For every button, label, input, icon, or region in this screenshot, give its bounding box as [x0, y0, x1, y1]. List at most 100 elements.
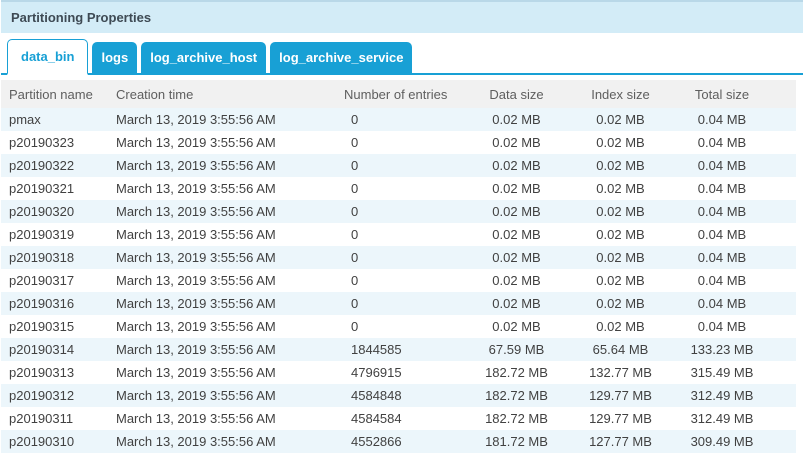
cell-total-size: 0.04 MB [672, 200, 772, 223]
cell-partition-name: p20190311 [1, 407, 116, 430]
table-row: p20190321 March 13, 2019 3:55:56 AM 0 0.… [1, 177, 796, 200]
cell-data-size: 0.02 MB [464, 269, 569, 292]
cell-creation-time: March 13, 2019 3:55:56 AM [116, 223, 344, 246]
panel-title-bar: Partitioning Properties [1, 2, 803, 33]
cell-spacer [772, 430, 796, 453]
cell-partition-name: p20190320 [1, 200, 116, 223]
cell-data-size: 0.02 MB [464, 200, 569, 223]
cell-total-size: 133.23 MB [672, 338, 772, 361]
cell-creation-time: March 13, 2019 3:55:56 AM [116, 269, 344, 292]
cell-index-size: 127.77 MB [569, 430, 672, 453]
cell-index-size: 0.02 MB [569, 177, 672, 200]
tab-label: logs [101, 50, 128, 65]
cell-partition-name: p20190310 [1, 430, 116, 453]
cell-data-size: 182.72 MB [464, 361, 569, 384]
tab[interactable]: logs [92, 42, 137, 73]
cell-number-of-entries: 0 [344, 292, 464, 315]
cell-index-size: 0.02 MB [569, 131, 672, 154]
partitioning-properties-panel: Partitioning Properties data_bin logs lo… [1, 0, 803, 453]
cell-number-of-entries: 0 [344, 154, 464, 177]
table-row: p20190310 March 13, 2019 3:55:56 AM 4552… [1, 430, 796, 453]
cell-data-size: 182.72 MB [464, 407, 569, 430]
tab-label: log_archive_service [279, 50, 403, 65]
column-header-data-size: Data size [464, 80, 569, 108]
cell-partition-name: p20190318 [1, 246, 116, 269]
cell-total-size: 0.04 MB [672, 223, 772, 246]
cell-total-size: 0.04 MB [672, 269, 772, 292]
cell-spacer [772, 361, 796, 384]
cell-index-size: 0.02 MB [569, 315, 672, 338]
cell-total-size: 312.49 MB [672, 407, 772, 430]
cell-index-size: 0.02 MB [569, 246, 672, 269]
cell-creation-time: March 13, 2019 3:55:56 AM [116, 315, 344, 338]
column-header-partition-name: Partition name [1, 80, 116, 108]
table-row: p20190318 March 13, 2019 3:55:56 AM 0 0.… [1, 246, 796, 269]
cell-spacer [772, 269, 796, 292]
cell-total-size: 0.04 MB [672, 292, 772, 315]
cell-creation-time: March 13, 2019 3:55:56 AM [116, 292, 344, 315]
cell-data-size: 0.02 MB [464, 246, 569, 269]
cell-creation-time: March 13, 2019 3:55:56 AM [116, 200, 344, 223]
cell-partition-name: p20190317 [1, 269, 116, 292]
cell-spacer [772, 131, 796, 154]
cell-partition-name: p20190319 [1, 223, 116, 246]
cell-spacer [772, 246, 796, 269]
column-header-spacer [772, 80, 796, 108]
cell-data-size: 0.02 MB [464, 177, 569, 200]
cell-total-size: 0.04 MB [672, 177, 772, 200]
cell-creation-time: March 13, 2019 3:55:56 AM [116, 407, 344, 430]
cell-creation-time: March 13, 2019 3:55:56 AM [116, 338, 344, 361]
cell-number-of-entries: 4584584 [344, 407, 464, 430]
cell-index-size: 0.02 MB [569, 154, 672, 177]
tab[interactable]: log_archive_service [270, 42, 412, 73]
panel-title: Partitioning Properties [11, 10, 151, 25]
cell-total-size: 0.04 MB [672, 315, 772, 338]
cell-number-of-entries: 0 [344, 177, 464, 200]
cell-number-of-entries: 0 [344, 315, 464, 338]
table-row: p20190315 March 13, 2019 3:55:56 AM 0 0.… [1, 315, 796, 338]
tab[interactable]: data_bin [7, 39, 88, 75]
cell-partition-name: p20190321 [1, 177, 116, 200]
cell-data-size: 0.02 MB [464, 154, 569, 177]
cell-data-size: 182.72 MB [464, 384, 569, 407]
cell-data-size: 0.02 MB [464, 315, 569, 338]
cell-number-of-entries: 1844585 [344, 338, 464, 361]
partitions-table: Partition name Creation time Number of e… [1, 80, 796, 453]
table-row: p20190312 March 13, 2019 3:55:56 AM 4584… [1, 384, 796, 407]
cell-number-of-entries: 4584848 [344, 384, 464, 407]
cell-number-of-entries: 4796915 [344, 361, 464, 384]
cell-data-size: 0.02 MB [464, 292, 569, 315]
table-row: p20190319 March 13, 2019 3:55:56 AM 0 0.… [1, 223, 796, 246]
cell-number-of-entries: 0 [344, 223, 464, 246]
table-row: p20190311 March 13, 2019 3:55:56 AM 4584… [1, 407, 796, 430]
cell-creation-time: March 13, 2019 3:55:56 AM [116, 177, 344, 200]
cell-index-size: 65.64 MB [569, 338, 672, 361]
cell-number-of-entries: 0 [344, 200, 464, 223]
cell-index-size: 0.02 MB [569, 200, 672, 223]
cell-partition-name: p20190322 [1, 154, 116, 177]
column-header-index-size: Index size [569, 80, 672, 108]
table-row: p20190322 March 13, 2019 3:55:56 AM 0 0.… [1, 154, 796, 177]
tab[interactable]: log_archive_host [141, 42, 266, 73]
cell-creation-time: March 13, 2019 3:55:56 AM [116, 131, 344, 154]
cell-partition-name: p20190315 [1, 315, 116, 338]
cell-partition-name: p20190312 [1, 384, 116, 407]
table-row: p20190313 March 13, 2019 3:55:56 AM 4796… [1, 361, 796, 384]
cell-total-size: 0.04 MB [672, 154, 772, 177]
cell-number-of-entries: 4552866 [344, 430, 464, 453]
cell-partition-name: p20190316 [1, 292, 116, 315]
cell-data-size: 0.02 MB [464, 131, 569, 154]
tab-label: data_bin [21, 49, 74, 64]
cell-spacer [772, 292, 796, 315]
cell-creation-time: March 13, 2019 3:55:56 AM [116, 246, 344, 269]
cell-data-size: 0.02 MB [464, 108, 569, 131]
cell-creation-time: March 13, 2019 3:55:56 AM [116, 154, 344, 177]
table-row: pmax March 13, 2019 3:55:56 AM 0 0.02 MB… [1, 108, 796, 131]
cell-index-size: 132.77 MB [569, 361, 672, 384]
cell-partition-name: p20190314 [1, 338, 116, 361]
column-header-number-of-entries: Number of entries [344, 80, 464, 108]
cell-data-size: 181.72 MB [464, 430, 569, 453]
table-row: p20190317 March 13, 2019 3:55:56 AM 0 0.… [1, 269, 796, 292]
cell-spacer [772, 177, 796, 200]
cell-total-size: 0.04 MB [672, 131, 772, 154]
